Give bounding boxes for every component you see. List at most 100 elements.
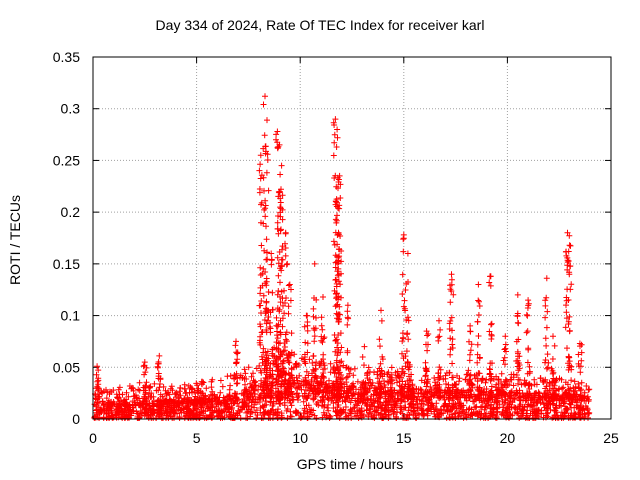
data-point xyxy=(151,380,158,387)
data-point xyxy=(472,375,479,382)
data-point xyxy=(457,394,464,401)
data-point xyxy=(318,314,325,321)
data-point xyxy=(320,409,327,416)
data-point xyxy=(399,385,406,392)
data-point xyxy=(253,365,260,372)
data-point xyxy=(271,409,278,416)
data-point xyxy=(300,398,307,405)
data-point xyxy=(313,359,320,366)
data-point xyxy=(260,292,267,299)
data-point xyxy=(232,342,239,349)
data-point xyxy=(390,401,397,408)
data-point xyxy=(515,320,522,327)
data-point xyxy=(319,402,326,409)
data-point xyxy=(288,388,295,395)
data-point xyxy=(335,254,342,261)
data-point xyxy=(384,401,391,408)
data-point xyxy=(564,345,570,352)
data-point xyxy=(176,415,183,421)
data-point xyxy=(116,407,123,414)
data-point xyxy=(474,359,481,366)
data-point xyxy=(463,389,470,396)
data-point xyxy=(278,162,285,169)
data-point xyxy=(437,326,444,333)
data-point xyxy=(301,323,308,330)
data-point xyxy=(543,324,550,331)
data-point xyxy=(342,415,349,421)
data-point xyxy=(318,358,325,365)
data-point xyxy=(263,223,269,230)
data-point xyxy=(405,381,412,388)
data-point xyxy=(584,395,590,402)
data-point xyxy=(312,325,319,332)
data-point xyxy=(260,174,267,181)
data-point xyxy=(257,152,264,159)
data-point xyxy=(381,382,388,388)
data-point xyxy=(456,378,462,385)
data-point xyxy=(118,401,125,408)
data-point xyxy=(325,407,332,414)
data-point xyxy=(163,410,170,417)
data-point xyxy=(515,395,522,402)
data-point xyxy=(257,333,264,340)
data-point xyxy=(500,404,506,411)
data-point xyxy=(376,378,383,385)
data-point xyxy=(486,328,493,335)
data-point xyxy=(155,397,162,403)
data-point xyxy=(388,364,395,371)
data-point xyxy=(353,386,359,393)
data-point xyxy=(257,367,264,374)
data-point xyxy=(467,371,474,378)
data-point xyxy=(257,175,264,182)
data-point xyxy=(335,229,342,236)
data-point xyxy=(393,374,400,381)
data-point xyxy=(422,373,429,380)
data-point xyxy=(467,328,474,335)
data-point xyxy=(366,405,373,412)
data-point xyxy=(233,338,239,345)
data-point xyxy=(486,279,493,286)
data-point xyxy=(262,205,269,212)
data-point xyxy=(219,383,226,390)
data-point xyxy=(335,176,342,183)
data-point xyxy=(404,314,411,321)
data-point xyxy=(141,393,148,400)
data-point xyxy=(543,342,550,349)
data-point xyxy=(184,398,191,405)
data-point xyxy=(476,354,483,361)
data-point xyxy=(564,259,571,266)
data-point xyxy=(253,415,260,421)
data-point xyxy=(183,404,190,411)
data-point xyxy=(241,395,248,402)
data-point xyxy=(492,414,499,421)
data-point xyxy=(484,392,491,399)
y-tick-label: 0 xyxy=(72,411,80,427)
data-point xyxy=(115,395,121,402)
data-point xyxy=(298,413,304,419)
data-point xyxy=(226,403,233,410)
data-point xyxy=(399,291,406,297)
x-tick-label: 10 xyxy=(292,430,308,446)
data-point xyxy=(260,415,267,421)
data-point xyxy=(295,362,302,368)
data-point xyxy=(288,365,295,372)
data-point xyxy=(146,390,153,397)
data-point xyxy=(399,271,406,278)
data-point xyxy=(334,241,341,248)
data-point xyxy=(563,294,570,301)
data-point xyxy=(537,375,544,382)
data-point xyxy=(283,407,290,414)
data-point xyxy=(466,395,473,401)
data-point xyxy=(265,187,272,194)
data-point xyxy=(487,371,494,378)
data-point xyxy=(487,360,494,367)
data-point xyxy=(466,357,473,364)
data-point xyxy=(424,412,431,419)
data-point xyxy=(581,415,588,421)
data-point xyxy=(310,305,317,312)
data-point xyxy=(436,317,442,324)
data-point xyxy=(399,350,405,357)
data-point xyxy=(450,395,457,402)
data-point xyxy=(567,242,574,249)
data-point xyxy=(327,369,334,376)
